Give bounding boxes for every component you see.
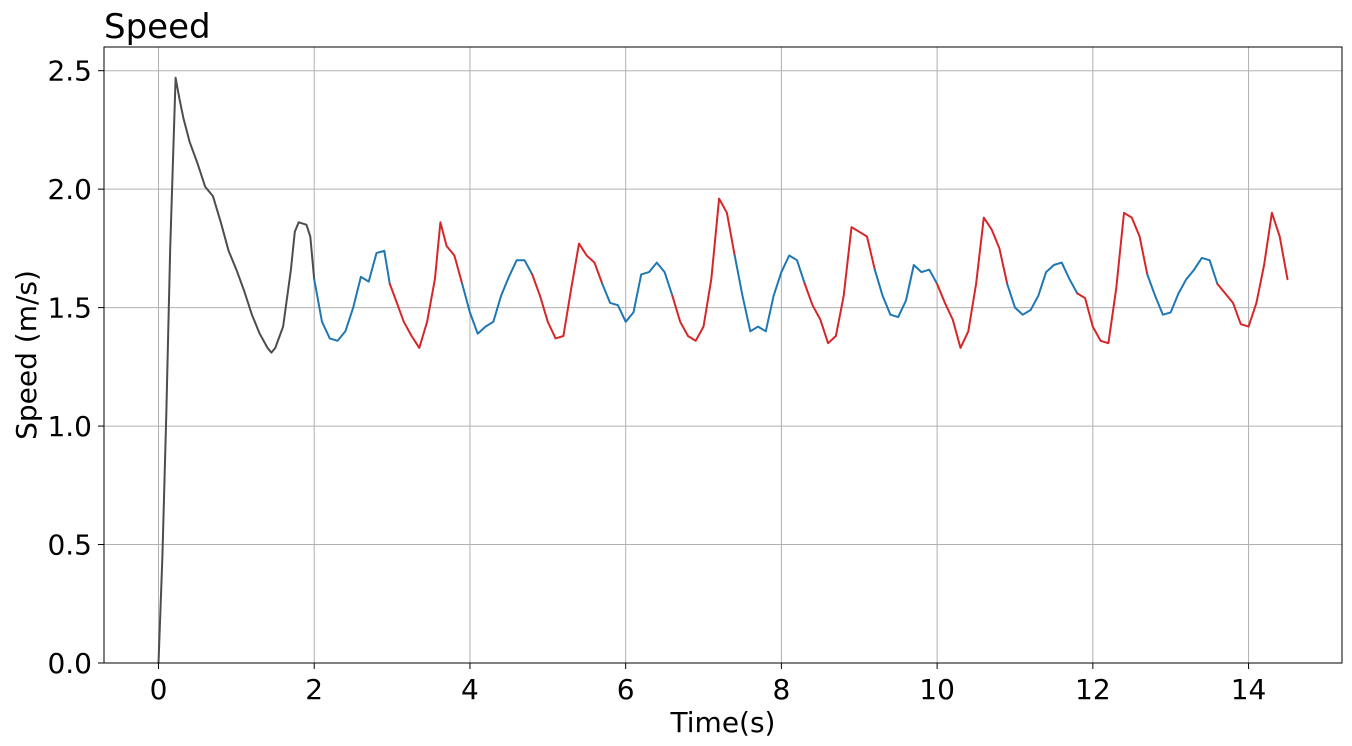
x-tick-label: 12	[1075, 673, 1111, 706]
speed-line-segment-red	[671, 197, 736, 342]
plot-frame	[103, 46, 1343, 664]
y-axis-label: Speed (m/s)	[10, 270, 43, 440]
speed-line-segment-red	[531, 242, 604, 340]
chart-title: Speed	[104, 7, 211, 47]
y-tick-label: 1.5	[47, 292, 92, 325]
plot-lines	[157, 76, 1289, 664]
speed-line-segment-blue	[313, 249, 391, 342]
x-tick-label: 6	[617, 673, 635, 706]
speed-line-segment-blue	[1146, 256, 1219, 316]
x-axis-label: Time(s)	[670, 706, 776, 739]
speed-line-segment-red	[803, 226, 876, 345]
y-tick-label: 1.0	[47, 410, 92, 443]
speed-line-segment-red	[936, 216, 1009, 349]
speed-line-segment-dark-gray	[157, 76, 316, 664]
y-tick-label: 0.0	[47, 647, 92, 680]
x-tick-label: 2	[305, 673, 323, 706]
speed-line-segment-red	[1216, 211, 1289, 328]
x-tick-label: 8	[772, 673, 790, 706]
x-tick-label: 0	[150, 673, 168, 706]
speed-line-segment-blue	[461, 259, 534, 335]
speed-line-segment-blue	[733, 254, 806, 333]
speed-line-segment-red	[388, 221, 464, 349]
grid	[104, 47, 1342, 664]
axis-ticks: 0 2 4 6 8 10 12 14 0.0 0.5 1.0 1.5 2.0 2.5	[47, 55, 1266, 706]
speed-line-segment-red	[1076, 211, 1149, 345]
x-tick-label: 4	[461, 673, 479, 706]
y-tick-label: 2.5	[47, 55, 92, 88]
speed-line-segment-blue	[1006, 261, 1079, 316]
x-tick-label: 10	[919, 673, 955, 706]
x-tick-label: 14	[1231, 673, 1267, 706]
y-tick-label: 2.0	[47, 173, 92, 206]
y-tick-label: 0.5	[47, 529, 92, 562]
speed-line-segment-blue	[873, 264, 939, 319]
speed-line-segment-blue	[601, 261, 674, 323]
